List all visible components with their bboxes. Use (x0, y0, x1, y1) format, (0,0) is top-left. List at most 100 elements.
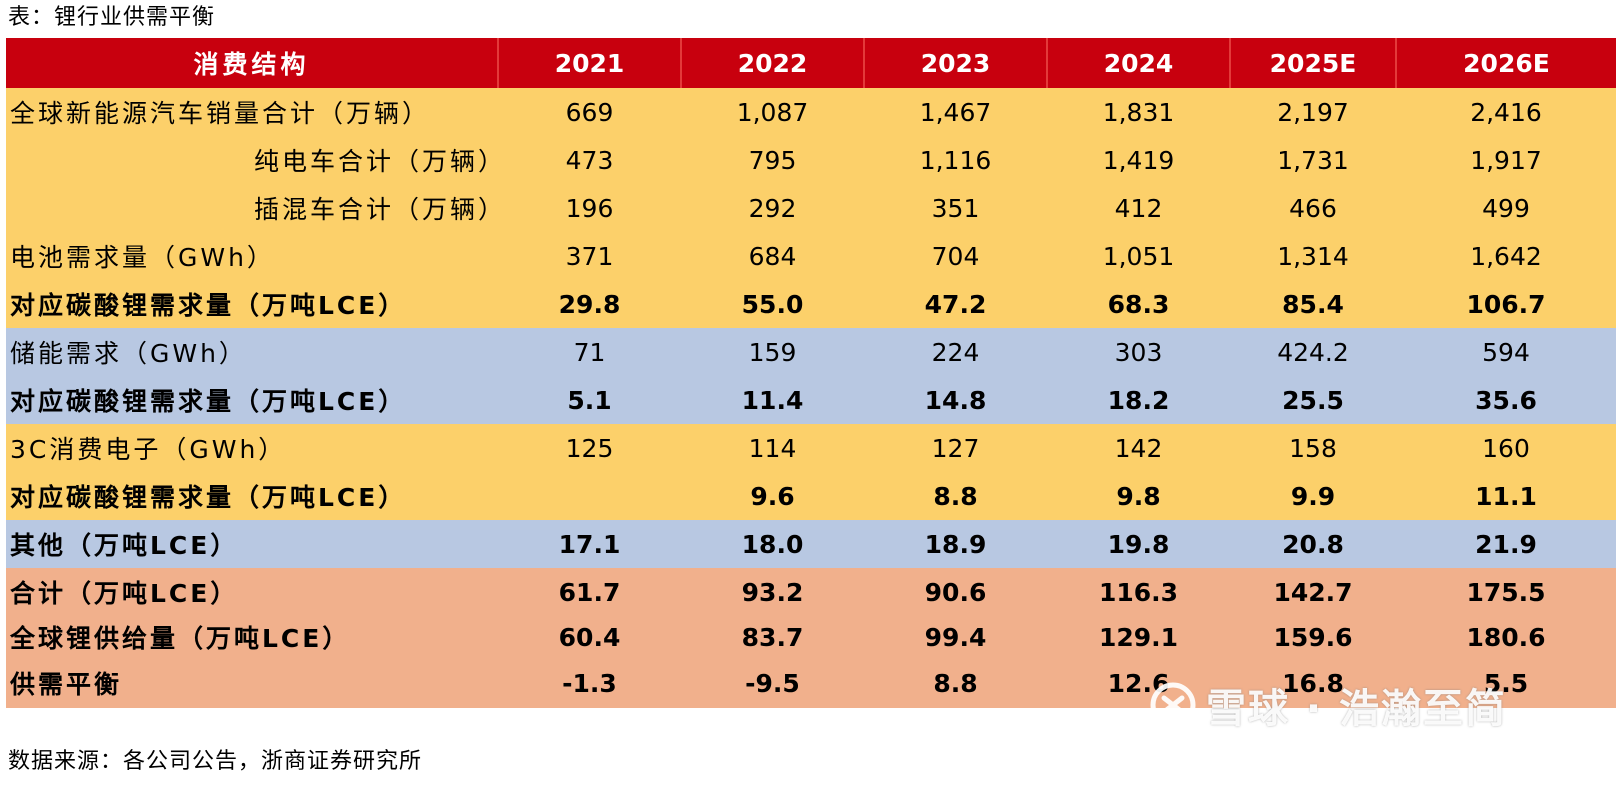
cell-value: 18.2 (1047, 376, 1230, 424)
cell-value: 684 (681, 232, 864, 280)
table-row-phev: 插混车合计（万辆） 196 292 351 412 466 499 (6, 184, 1616, 232)
cell-value: 83.7 (681, 616, 864, 658)
cell-value: 47.2 (864, 280, 1047, 328)
table-row-3c-demand: 3C消费电子（GWh） 125 114 127 142 158 160 (6, 424, 1616, 472)
cell-value: 1,831 (1047, 88, 1230, 136)
row-label: 全球新能源汽车销量合计（万辆） (6, 88, 498, 136)
cell-value: 351 (864, 184, 1047, 232)
cell-value: 114 (681, 424, 864, 472)
cell-value: 19.8 (1047, 520, 1230, 568)
row-label: 插混车合计（万辆） (6, 184, 498, 232)
table-caption: 表：锂行业供需平衡 (8, 5, 216, 30)
cell-value: 2,197 (1230, 88, 1396, 136)
cell-value: 85.4 (1230, 280, 1396, 328)
cell-value: 159.6 (1230, 616, 1396, 658)
table-row-other: 其他（万吨LCE） 17.1 18.0 18.9 19.8 20.8 21.9 (6, 520, 1616, 568)
cell-value: 224 (864, 328, 1047, 376)
cell-value: -1.3 (498, 658, 681, 708)
cell-value: 196 (498, 184, 681, 232)
snowball-logo-icon (1150, 682, 1196, 728)
table-row-global-supply: 全球锂供给量（万吨LCE） 60.4 83.7 99.4 129.1 159.6… (6, 616, 1616, 658)
row-label: 3C消费电子（GWh） (6, 424, 498, 472)
row-label: 对应碳酸锂需求量（万吨LCE） (6, 376, 498, 424)
cell-value (498, 472, 681, 520)
cell-value: 71 (498, 328, 681, 376)
cell-value: 60.4 (498, 616, 681, 658)
table-header-row: 消费结构 2021 2022 2023 2024 2025E 2026E (6, 38, 1616, 88)
cell-value: 99.4 (864, 616, 1047, 658)
cell-value: 116.3 (1047, 568, 1230, 616)
cell-value: 35.6 (1396, 376, 1616, 424)
cell-value: 424.2 (1230, 328, 1396, 376)
cell-value: 93.2 (681, 568, 864, 616)
cell-value: 1,116 (864, 136, 1047, 184)
cell-value: 371 (498, 232, 681, 280)
cell-value: 127 (864, 424, 1047, 472)
cell-value: 292 (681, 184, 864, 232)
cell-value: 5.1 (498, 376, 681, 424)
cell-value: 11.4 (681, 376, 864, 424)
row-label: 储能需求（GWh） (6, 328, 498, 376)
cell-value: 5.5 (1396, 658, 1616, 708)
snowball-watermark: 雪球 · 浩瀚至简 (1150, 675, 1507, 735)
table-row-3c-lce-demand: 对应碳酸锂需求量（万吨LCE） 9.6 8.8 9.8 9.9 11.1 (6, 472, 1616, 520)
table-row-bev: 纯电车合计（万辆） 473 795 1,116 1,419 1,731 1,91… (6, 136, 1616, 184)
row-label: 供需平衡 (6, 658, 498, 708)
lithium-supply-demand-table: 消费结构 2021 2022 2023 2024 2025E 2026E 全球新… (6, 38, 1616, 708)
cell-value: 21.9 (1396, 520, 1616, 568)
table-row-ev-lce-demand: 对应碳酸锂需求量（万吨LCE） 29.8 55.0 47.2 68.3 85.4… (6, 280, 1616, 328)
cell-value: 142.7 (1230, 568, 1396, 616)
table-row-battery-demand: 电池需求量（GWh） 371 684 704 1,051 1,314 1,642 (6, 232, 1616, 280)
cell-value: 29.8 (498, 280, 681, 328)
header-2024: 2024 (1046, 38, 1230, 88)
table-row-storage-demand: 储能需求（GWh） 71 159 224 303 424.2 594 (6, 328, 1616, 376)
cell-value: 14.8 (864, 376, 1047, 424)
cell-value: 8.8 (864, 472, 1047, 520)
cell-value: 1,314 (1230, 232, 1396, 280)
cell-value: 159 (681, 328, 864, 376)
cell-value: 175.5 (1396, 568, 1616, 616)
cell-value: 125 (498, 424, 681, 472)
header-2025e: 2025E (1229, 38, 1396, 88)
cell-value: 68.3 (1047, 280, 1230, 328)
cell-value: 594 (1396, 328, 1616, 376)
row-label: 其他（万吨LCE） (6, 520, 498, 568)
cell-value: 142 (1047, 424, 1230, 472)
watermark-text: 雪球 · 浩瀚至简 (1206, 686, 1508, 732)
data-source-note: 数据来源：各公司公告，浙商证券研究所 (8, 749, 423, 774)
cell-value: 17.1 (498, 520, 681, 568)
cell-value: 1,051 (1047, 232, 1230, 280)
cell-value: 1,917 (1396, 136, 1616, 184)
cell-value: 16.8 (1230, 658, 1396, 708)
table-row-total-demand: 合计（万吨LCE） 61.7 93.2 90.6 116.3 142.7 175… (6, 568, 1616, 616)
header-2021: 2021 (497, 38, 681, 88)
cell-value: 129.1 (1047, 616, 1230, 658)
cell-value: 106.7 (1396, 280, 1616, 328)
cell-value: 704 (864, 232, 1047, 280)
cell-value: 8.8 (864, 658, 1047, 708)
cell-value: 20.8 (1230, 520, 1396, 568)
row-label: 对应碳酸锂需求量（万吨LCE） (6, 280, 498, 328)
cell-value: 412 (1047, 184, 1230, 232)
cell-value: 1,731 (1230, 136, 1396, 184)
cell-value: 1,467 (864, 88, 1047, 136)
cell-value: 18.9 (864, 520, 1047, 568)
cell-value: 499 (1396, 184, 1616, 232)
cell-value: 25.5 (1230, 376, 1396, 424)
row-label: 纯电车合计（万辆） (6, 136, 498, 184)
cell-value: 18.0 (681, 520, 864, 568)
cell-value: -9.5 (681, 658, 864, 708)
cell-value: 90.6 (864, 568, 1047, 616)
cell-value: 61.7 (498, 568, 681, 616)
table-row-storage-lce-demand: 对应碳酸锂需求量（万吨LCE） 5.1 11.4 14.8 18.2 25.5 … (6, 376, 1616, 424)
cell-value: 180.6 (1396, 616, 1616, 658)
header-2026e: 2026E (1395, 38, 1616, 88)
cell-value: 158 (1230, 424, 1396, 472)
row-label: 对应碳酸锂需求量（万吨LCE） (6, 472, 498, 520)
cell-value: 1,419 (1047, 136, 1230, 184)
table-row-nev-sales: 全球新能源汽车销量合计（万辆） 669 1,087 1,467 1,831 2,… (6, 88, 1616, 136)
cell-value: 9.8 (1047, 472, 1230, 520)
cell-value: 795 (681, 136, 864, 184)
cell-value: 2,416 (1396, 88, 1616, 136)
header-2023: 2023 (863, 38, 1047, 88)
